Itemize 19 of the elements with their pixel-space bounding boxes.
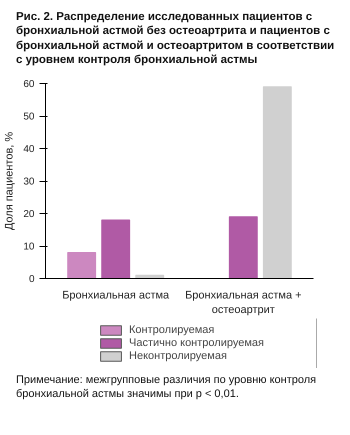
y-tick-label: 0 — [28, 274, 35, 285]
bar — [67, 252, 96, 278]
legend-label: Частично контролируемая — [129, 337, 264, 349]
y-axis-title: Доля пациентов, % — [3, 132, 16, 230]
chart-title: Рис. 2. Распределение исследованных пациентов с бронхиальной астмой без остеоартрита и пациентов с бронхиальной астмой и остеоартритом в соответствии с уровнем контроля бронхиальной астмы — [16, 10, 336, 68]
bar — [228, 216, 258, 278]
x-tick-label: Бронхиальная астма — [62, 290, 170, 302]
bar — [101, 220, 130, 278]
x-tick-label: Бронхиальная астма + остеоартрит — [185, 290, 302, 316]
y-tick-label: 60 — [23, 79, 35, 90]
legend-label: Неконтролируемая — [129, 350, 227, 362]
y-tick-label: 50 — [23, 112, 35, 122]
legend-label: Контролируемая — [129, 324, 214, 336]
y-tick-label: 10 — [23, 242, 35, 252]
text: Примечание: межгрупповые различия по уровню контроля бронхиальной астмы значимы при p < 0,01. — [16, 373, 318, 402]
y-tick-label: 30 — [23, 176, 35, 188]
y-tick-label: 40 — [23, 144, 35, 155]
bar — [262, 86, 292, 278]
y-tick-label: 20 — [23, 209, 35, 220]
